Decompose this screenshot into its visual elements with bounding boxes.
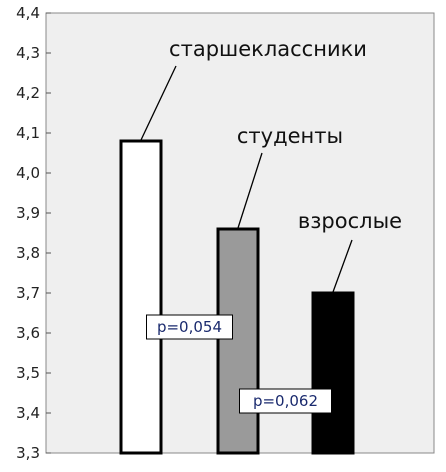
bar-1 [119,139,163,455]
p-value-label: p=0,062 [253,392,318,410]
y-tick-label: 4,1 [16,124,40,142]
p-value-box [146,314,233,340]
y-tick-label: 4,2 [16,84,40,102]
y-tick-label: 4,4 [16,4,40,22]
p-value-annotations: p=0,054 p=0,062 [146,314,332,414]
category-labels: старшеклассники студенты взрослые [140,37,402,293]
y-tick-label: 3,9 [16,204,40,222]
y-tick-label: 3,4 [16,404,40,422]
y-tick-label: 3,5 [16,364,40,382]
leader-line [140,65,177,141]
y-tick-label: 4,0 [16,164,40,182]
category-label: старшеклассники [169,37,367,61]
leader-line [332,239,353,293]
y-tick-label: 4,3 [16,44,40,62]
category-label: студенты [237,124,343,148]
y-axis: 3,3 3,4 3,5 3,6 3,7 3,8 3,9 4,0 4,1 4,2 4,3 4,4 [16,4,51,462]
bars [119,139,355,455]
y-tick-label: 3,8 [16,244,40,262]
leader-line [237,152,263,229]
p-value-box [239,388,332,414]
bar-3 [311,291,355,455]
bar-2 [216,227,260,455]
p-value-label: p=0,054 [157,318,222,336]
y-tick-label: 3,7 [16,284,40,302]
y-tick-label: 3,3 [16,444,40,462]
category-label: взрослые [298,209,402,233]
y-tick-label: 3,6 [16,324,40,342]
